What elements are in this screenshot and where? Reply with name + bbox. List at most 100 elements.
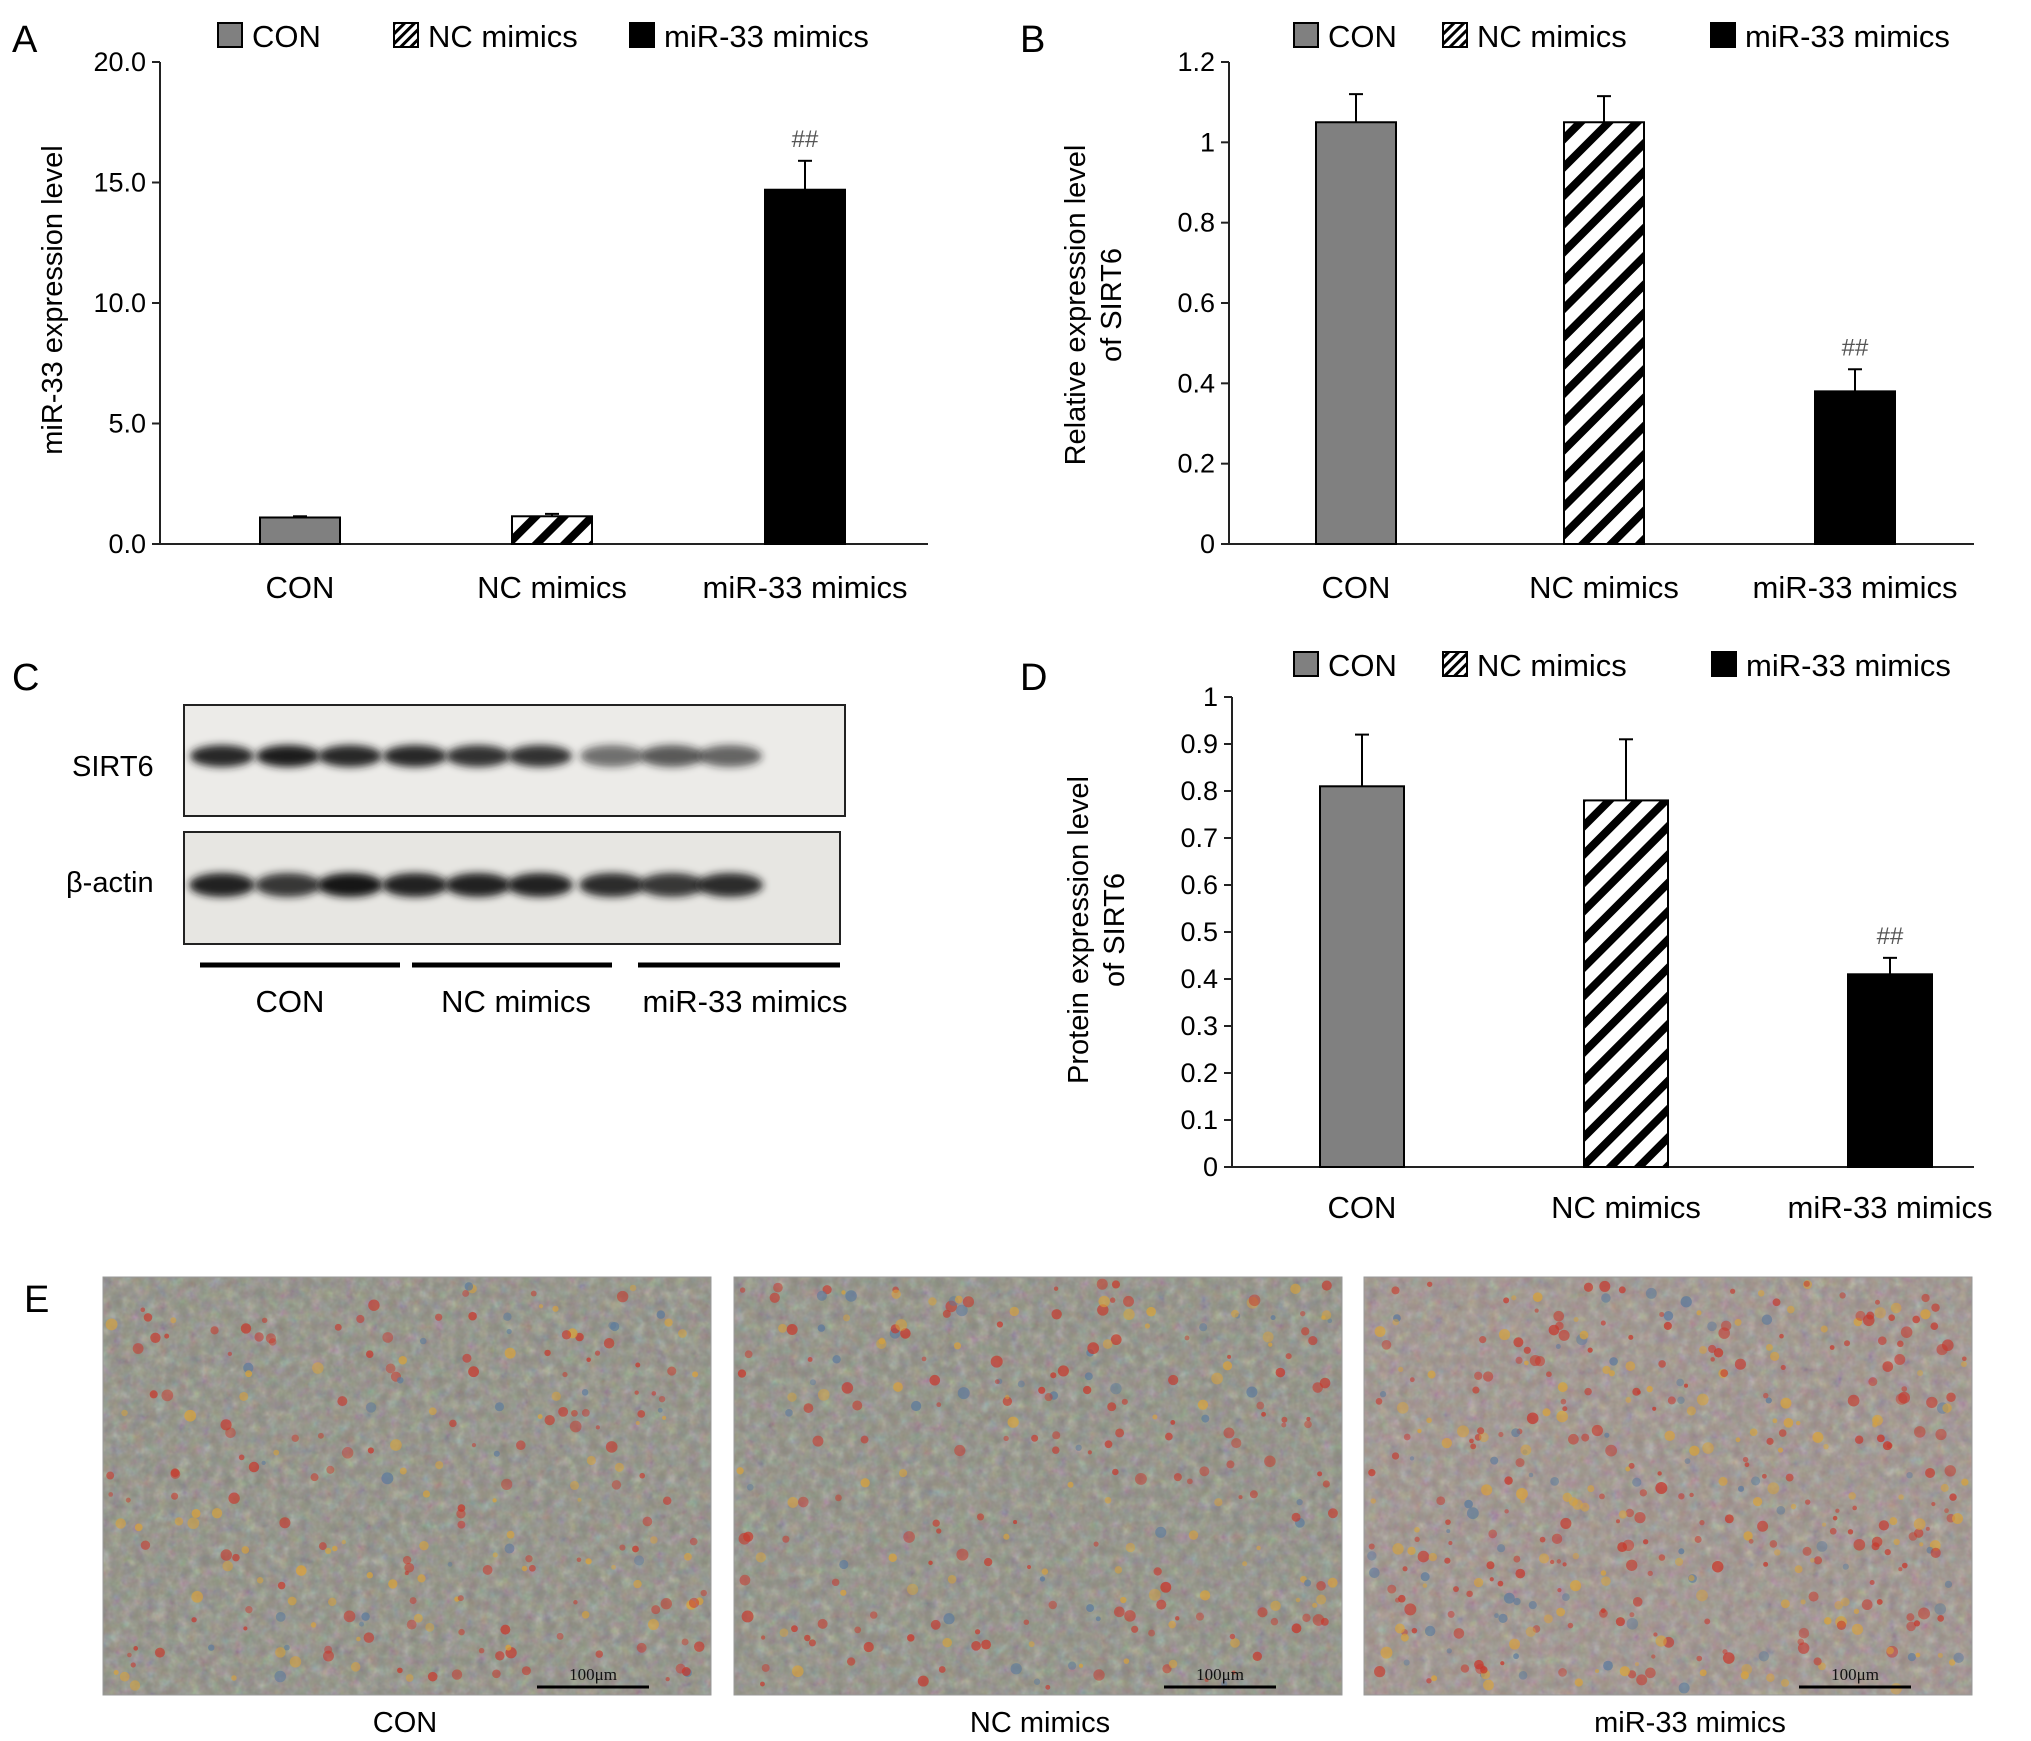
stained-droplet <box>462 1353 472 1363</box>
stained-droplet <box>1886 1442 1893 1449</box>
stained-droplet <box>581 1389 589 1396</box>
stained-droplet <box>1520 1444 1532 1456</box>
stained-droplet <box>803 1403 814 1413</box>
stained-droplet <box>575 1332 584 1342</box>
sirt6-band <box>318 745 382 767</box>
stained-droplet <box>1874 1299 1880 1305</box>
stained-droplet <box>191 1617 197 1623</box>
y-tick-label: 1 <box>1200 127 1215 157</box>
stained-droplet <box>1532 1625 1541 1633</box>
stained-droplet <box>942 1309 951 1318</box>
stained-droplet <box>1604 1432 1610 1438</box>
stained-droplet <box>1783 1417 1794 1428</box>
bar-nc-mimics <box>511 515 593 545</box>
stained-droplet <box>954 1295 963 1304</box>
stained-droplet <box>692 1371 699 1378</box>
stained-droplet <box>1702 1442 1714 1454</box>
stained-droplet <box>184 1409 197 1422</box>
stained-droplet <box>468 1311 477 1321</box>
y-tick-label: 0 <box>1200 529 1215 559</box>
stained-droplet <box>1562 1492 1572 1502</box>
stained-droplet <box>637 1410 646 1418</box>
stained-droplet <box>501 1478 513 1490</box>
stained-droplet <box>363 1632 375 1643</box>
stained-droplet <box>1555 1343 1561 1349</box>
stained-droplet <box>1422 1583 1428 1588</box>
stained-droplet <box>1808 1591 1819 1602</box>
stained-droplet <box>208 1644 215 1651</box>
stained-droplet <box>1948 1659 1956 1666</box>
stained-droplet <box>1096 1278 1108 1290</box>
stained-droplet <box>1444 1557 1451 1564</box>
stained-droplet <box>525 1555 533 1563</box>
micrograph-frame <box>102 1276 712 1696</box>
stained-droplet <box>817 1618 828 1629</box>
stained-droplet <box>1824 1617 1832 1625</box>
stained-droplet <box>1403 1433 1411 1441</box>
stained-droplet <box>228 1492 240 1504</box>
stained-droplet <box>1603 1660 1613 1671</box>
stained-droplet <box>773 1282 783 1293</box>
stained-droplet <box>1393 1314 1401 1322</box>
stained-droplet <box>1327 1318 1333 1324</box>
stained-droplet <box>1125 1542 1136 1553</box>
panel-letter-e: E <box>24 1279 49 1321</box>
stained-droplet <box>140 1307 146 1313</box>
stained-droplet <box>325 1547 332 1555</box>
stained-droplet <box>744 1350 753 1359</box>
stained-droplet <box>1528 1601 1537 1610</box>
stained-droplet <box>1574 1678 1583 1687</box>
stained-droplet <box>1555 1321 1564 1331</box>
stained-droplet <box>1097 1304 1109 1316</box>
stained-droplet <box>1231 1437 1242 1449</box>
stained-droplet <box>238 1454 245 1461</box>
stained-droplet <box>1696 1655 1703 1662</box>
stained-droplet <box>639 1472 646 1479</box>
stained-droplet <box>976 1513 985 1521</box>
stained-droplet <box>846 1657 856 1666</box>
stained-droplet <box>1820 1325 1828 1333</box>
stained-droplet <box>1798 1627 1810 1639</box>
stained-droplet <box>1854 1435 1864 1444</box>
stained-droplet <box>1270 1617 1279 1626</box>
stained-droplet <box>1678 1548 1685 1555</box>
stained-droplet <box>528 1564 536 1572</box>
stained-droplet <box>1427 1370 1436 1379</box>
stained-droplet <box>1738 1485 1745 1492</box>
stained-droplet <box>1944 1465 1956 1477</box>
stained-droplet <box>1876 1598 1883 1605</box>
stained-droplet <box>1110 1334 1122 1346</box>
stained-droplet <box>1832 1515 1838 1521</box>
micrograph-1: 100μm NC mimics <box>733 1276 1343 1739</box>
stained-droplet <box>1901 1562 1908 1569</box>
stained-droplet <box>1246 1386 1258 1398</box>
stained-droplet <box>1053 1286 1059 1291</box>
stained-droplet <box>1368 1469 1376 1477</box>
y-tick-label: 1 <box>1203 682 1218 712</box>
stained-droplet <box>1667 1396 1676 1405</box>
stained-droplet <box>1075 1444 1082 1451</box>
stained-droplet <box>248 1461 260 1473</box>
stained-droplet <box>1498 1613 1508 1623</box>
stained-droplet <box>1893 1538 1900 1546</box>
stained-droplet <box>1084 1372 1093 1381</box>
stained-droplet <box>170 1317 177 1324</box>
stained-droplet <box>322 1650 334 1662</box>
stained-droplet <box>1049 1391 1059 1400</box>
stained-droplet <box>660 1598 672 1610</box>
stained-droplet <box>1866 1311 1875 1320</box>
stained-droplet <box>164 1333 170 1339</box>
stained-droplet <box>245 1370 253 1378</box>
stained-droplet <box>268 1338 277 1346</box>
stained-droplet <box>1777 1447 1784 1453</box>
stained-droplet <box>495 1651 505 1661</box>
bar-con <box>259 516 341 545</box>
stained-droplet <box>493 1450 500 1457</box>
stained-droplet <box>996 1378 1003 1385</box>
stained-droplet <box>832 1355 841 1364</box>
stained-droplet <box>1645 1287 1657 1299</box>
stained-droplet <box>1431 1675 1438 1682</box>
stained-droplet <box>1488 1529 1498 1539</box>
x-category-label: NC mimics <box>1529 570 1679 605</box>
stained-droplet <box>1752 1496 1763 1507</box>
